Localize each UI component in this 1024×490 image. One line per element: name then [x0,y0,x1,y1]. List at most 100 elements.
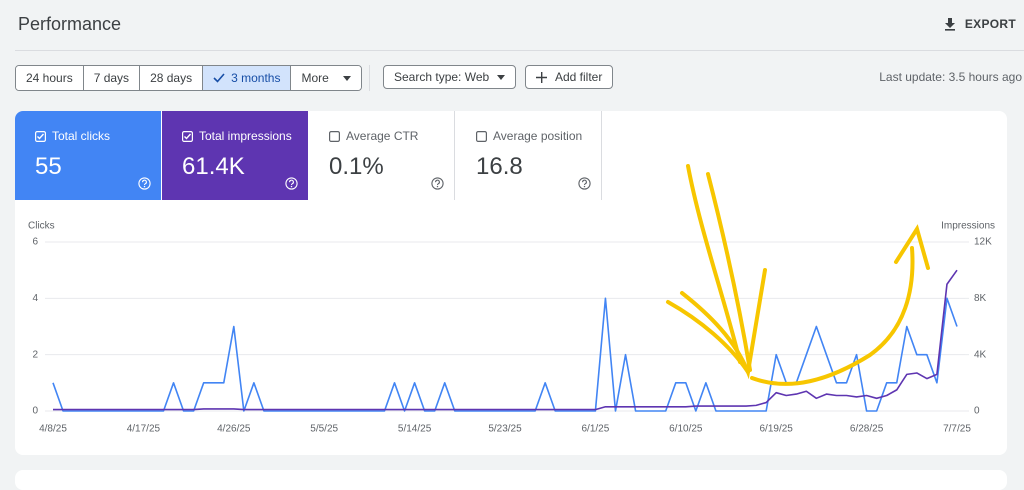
help-circle [138,177,151,190]
range-button[interactable]: 24 hours [16,66,84,90]
checkbox-box [476,130,487,142]
help-circle [285,177,298,190]
search-type-label: Search type: Web [394,70,490,84]
y-tick-label: 2 [32,349,38,360]
export-icon [944,18,955,31]
series-line [52,297,958,412]
metric-label: Total clicks [52,129,111,143]
metric-label: Average position [493,129,583,143]
more-button[interactable]: More [291,66,361,90]
metric-value: 61.4K [182,153,245,180]
search-type-button[interactable]: Search type: Web [383,65,517,89]
help-icon [578,177,591,190]
x-tick-label: 5/23/25 [488,424,522,435]
x-tick-label: 6/28/25 [850,424,884,435]
checkbox-box [182,130,193,142]
metric-value: 16.8 [476,153,523,180]
y-tick-label: 0 [32,406,38,417]
x-tick-label: 7/7/25 [943,424,971,435]
page-title: Performance [18,14,122,34]
y2-tick-label: 4K [974,349,987,360]
metric-tile[interactable]: Average CTR 0.1% [309,111,455,200]
metric-value: 0.1% [329,153,384,180]
y2-tick-label: 8K [974,293,987,304]
metric-tile[interactable]: Total clicks 55 [15,111,161,200]
checkbox [182,130,193,142]
help-circle [431,177,444,190]
metric-label: Average CTR [346,129,419,143]
x-tick-label: 6/19/25 [760,424,794,435]
export-button[interactable]: EXPORT [943,17,1016,31]
metric-label-row: Total impressions [182,129,308,143]
checkbox-check [184,133,192,140]
help-dot [583,185,586,188]
more-label: More [301,71,329,85]
annotation-stroke [686,164,742,364]
arrow [342,75,351,81]
x-tick-label: 4/26/25 [217,424,251,435]
help-dot [290,185,293,188]
plus-icon [536,71,547,83]
check-icon [213,73,225,83]
last-update: Last update: 3.5 hours ago [879,70,1022,84]
y-tick-label: 6 [32,237,38,248]
help-dot [436,185,439,188]
range-button[interactable]: 7 days [83,66,141,90]
help-mark [289,179,294,186]
divider [15,50,1024,51]
y2-tick-label: 12K [974,237,992,248]
range-label: 3 months [231,71,281,85]
annotation-stroke [680,268,767,380]
checkbox-box [329,130,340,142]
metric-tile[interactable]: Average position 16.8 [456,111,602,200]
hand-drawn-annotation [666,164,930,386]
help-icon [431,177,444,190]
date-range-group: 24 hours 7 days 28 days 3 months More [15,65,362,91]
y-tick-label: 4 [32,293,38,304]
y2-tick-label: 0 [974,406,980,417]
add-filter-button[interactable]: Add filter [525,65,614,89]
range-button[interactable]: 28 days [140,66,204,90]
chart: Clicks Impressions 0 2 4 6 0 4K 8K 12K 4/8/25 4/17/… [28,164,995,435]
y2-axis-title: Impressions [941,221,995,232]
help-mark [435,179,440,186]
range-label: 24 hours [26,71,73,85]
help-dot [143,185,146,188]
help-circle [578,177,591,190]
help-mark [582,179,587,186]
checkbox-box [35,130,46,142]
checkbox [329,130,340,142]
help-icon [138,177,151,190]
checkbox-check [37,133,45,140]
add-filter-label: Add filter [555,70,603,84]
help-icon [285,177,298,190]
x-tick-label: 6/1/25 [581,424,609,435]
range-button[interactable]: 3 months [203,66,292,90]
y-axis-title: Clicks [28,221,55,232]
export-label: EXPORT [964,17,1016,31]
annotation-stroke [750,246,915,386]
divider [369,65,370,91]
check [213,73,225,83]
range-label: 7 days [93,71,130,85]
annotation-stroke [666,300,750,374]
annotation-stroke [706,172,752,372]
checkbox [35,130,46,142]
metric-label-row: Average position [476,129,601,143]
metric-tile[interactable]: Total impressions 61.4K [162,111,308,200]
x-tick-label: 5/14/25 [398,424,432,435]
x-tick-label: 5/5/25 [310,424,338,435]
series-line [53,269,958,411]
help-mark [142,179,147,186]
metric-label-row: Average CTR [329,129,454,143]
metric-label-row: Total clicks [35,129,161,143]
annotation-stroke [894,224,930,270]
x-tick-label: 4/17/25 [127,424,161,435]
page: {"header": {"title": "Performance", "exp… [15,14,1024,490]
x-tick-label: 4/8/25 [39,424,67,435]
checkbox [476,130,487,142]
metric-value: 55 [35,153,62,180]
metric-label: Total impressions [199,129,292,143]
dropdown-arrow [497,74,506,80]
range-label: 28 days [150,71,193,85]
